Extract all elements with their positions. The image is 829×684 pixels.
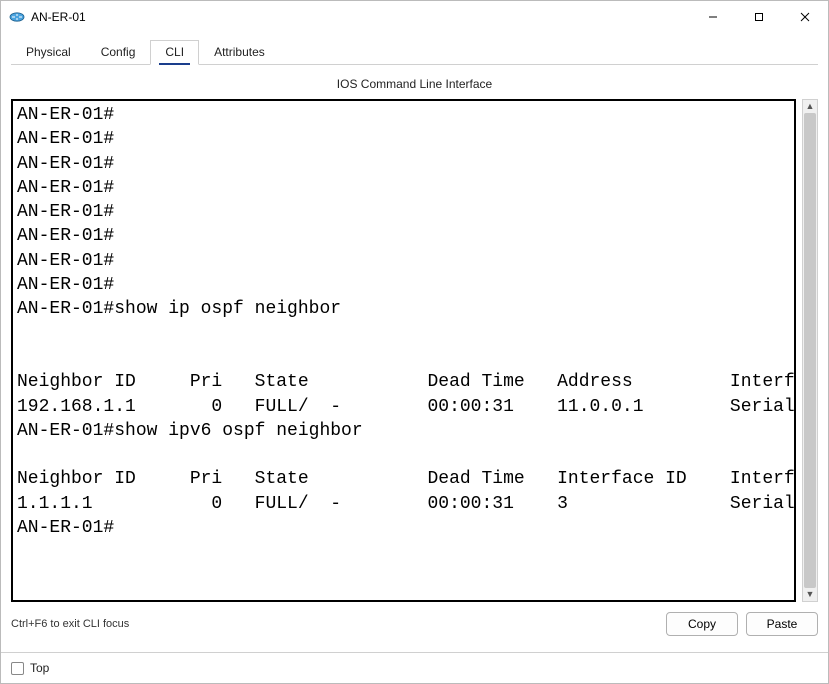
tab-physical[interactable]: Physical [11,40,86,65]
window-controls [690,1,828,33]
paste-button[interactable]: Paste [746,612,818,636]
content-area: Physical Config CLI Attributes IOS Comma… [1,33,828,652]
tab-cli[interactable]: CLI [150,40,199,65]
tab-bar: Physical Config CLI Attributes [11,39,818,65]
bottom-bar: Top [1,652,828,683]
scroll-down-icon[interactable]: ▼ [806,590,815,599]
copy-button[interactable]: Copy [666,612,738,636]
titlebar: AN-ER-01 [1,1,828,33]
window-title: AN-ER-01 [31,10,690,24]
cli-footer: Ctrl+F6 to exit CLI focus Copy Paste [11,602,818,642]
cli-terminal[interactable]: AN-ER-01# AN-ER-01# AN-ER-01# AN-ER-01# … [11,99,796,602]
terminal-scrollbar[interactable]: ▲ ▼ [802,99,818,602]
scroll-thumb[interactable] [804,113,816,588]
close-button[interactable] [782,1,828,33]
scroll-up-icon[interactable]: ▲ [806,102,815,111]
tab-attributes[interactable]: Attributes [199,40,280,65]
top-checkbox-label: Top [30,661,49,675]
router-icon [9,9,25,25]
top-checkbox[interactable] [11,662,24,675]
terminal-container: AN-ER-01# AN-ER-01# AN-ER-01# AN-ER-01# … [11,99,818,602]
cli-subtitle: IOS Command Line Interface [11,65,818,99]
minimize-button[interactable] [690,1,736,33]
cli-button-row: Copy Paste [666,612,818,636]
maximize-button[interactable] [736,1,782,33]
device-window: AN-ER-01 Physical Config CLI Attributes … [0,0,829,684]
cli-hint: Ctrl+F6 to exit CLI focus [11,618,129,630]
tab-config[interactable]: Config [86,40,151,65]
